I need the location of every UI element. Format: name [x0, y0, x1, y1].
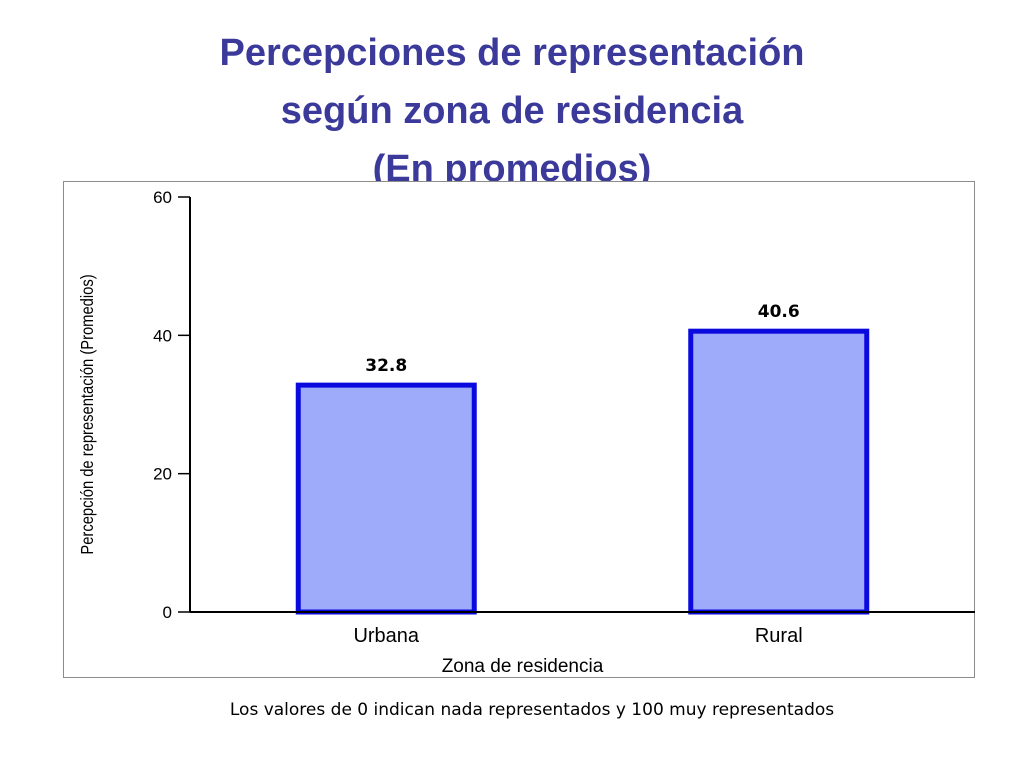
- data-label: 40.6: [758, 302, 800, 322]
- x-axis-categories: Urbana Rural: [353, 625, 802, 647]
- y-tick-label: 20: [153, 465, 172, 484]
- bar-urbana: [295, 382, 477, 615]
- x-category-label: Rural: [755, 625, 803, 647]
- footnote: Los valores de 0 indican nada representa…: [229, 700, 835, 720]
- y-axis-ticks: 0 20 40 60: [153, 188, 190, 622]
- data-label: 32.8: [365, 356, 407, 376]
- y-tick-label: 60: [153, 188, 172, 207]
- x-category-label: Urbana: [353, 625, 419, 647]
- slide-title: Percepciones de representación según zon…: [0, 24, 1024, 198]
- bar-chart: 0 20 40 60 32.8 40.6 Urbana Rural Zona de res…: [78, 188, 975, 677]
- y-tick-label: 0: [163, 603, 172, 622]
- y-tick-label: 40: [153, 326, 172, 345]
- title-line-2: según zona de residencia: [280, 90, 744, 132]
- y-axis-title: Percepción de representación (Promedios): [78, 274, 98, 554]
- title-line-1: Percepciones de representación: [219, 32, 805, 74]
- bar-rural: [688, 328, 870, 615]
- bars: 32.8 40.6: [295, 302, 870, 615]
- x-axis-title: Zona de residencia: [442, 656, 604, 677]
